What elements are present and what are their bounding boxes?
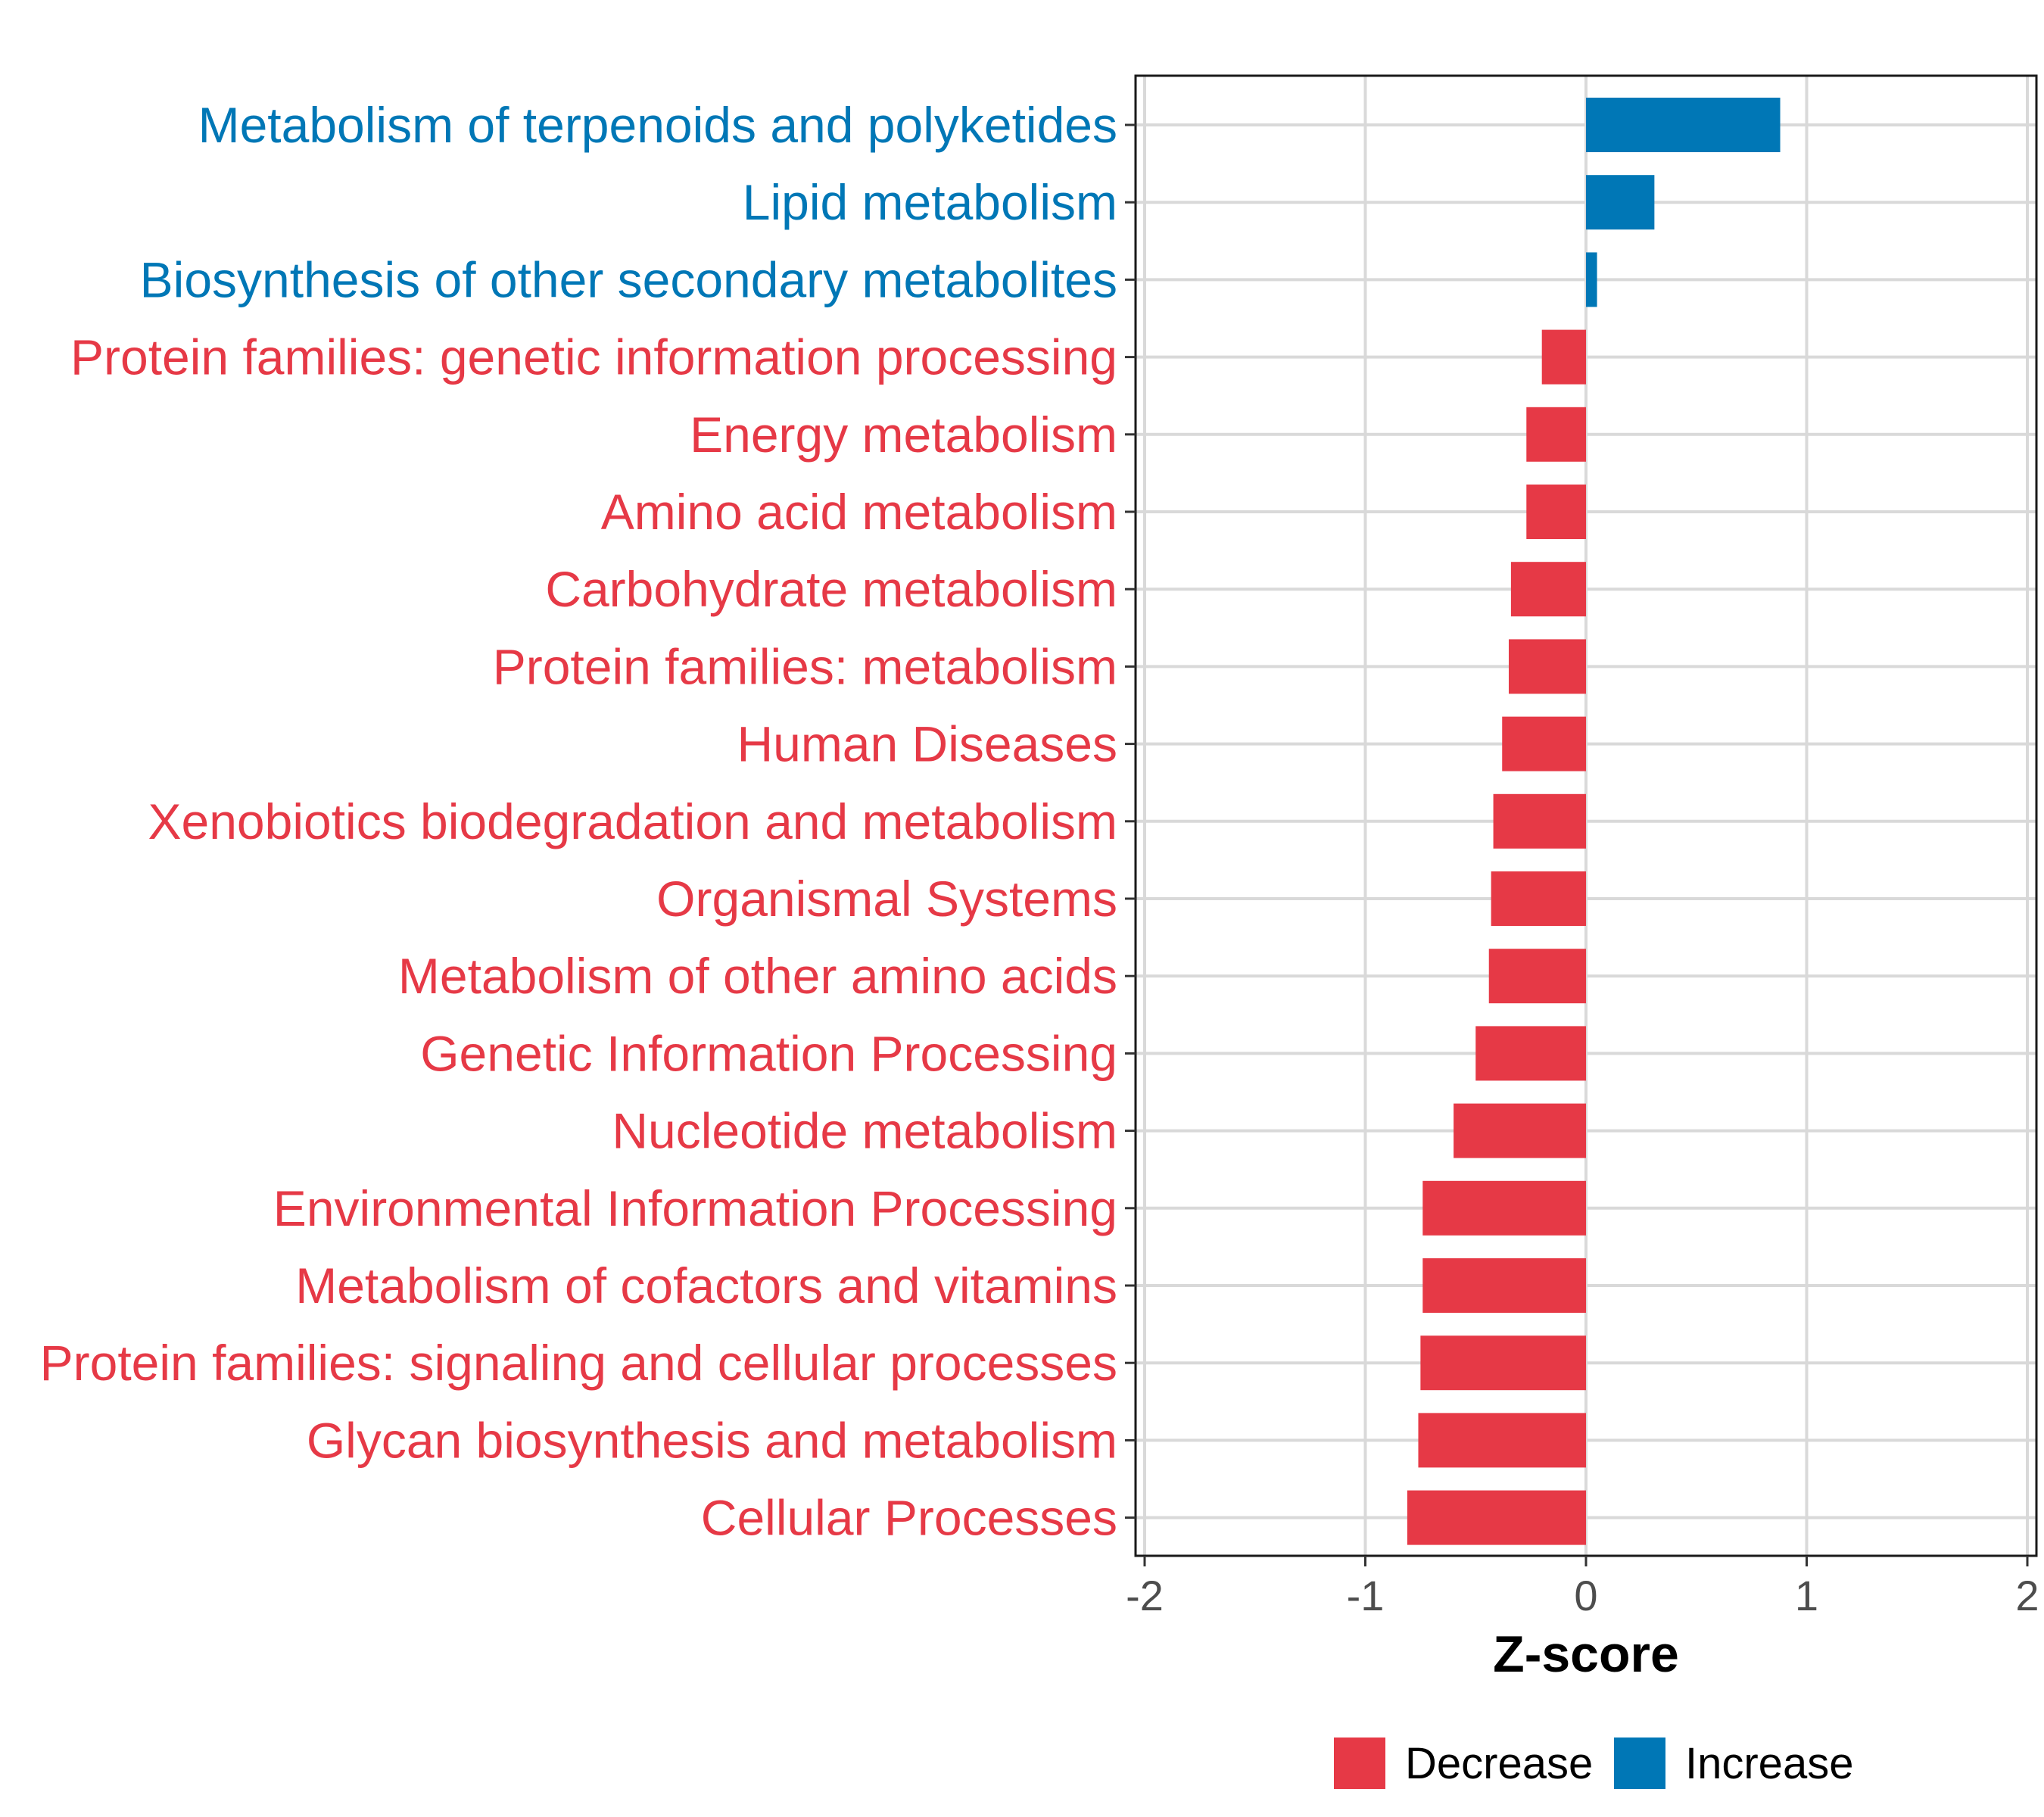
category-label: Protein families: signaling and cellular…: [40, 1335, 1117, 1391]
category-label: Metabolism of other amino acids: [398, 948, 1117, 1004]
legend-swatch: [1334, 1738, 1385, 1789]
bar: [1422, 1180, 1586, 1236]
bar: [1475, 1026, 1586, 1081]
category-label: Environmental Information Processing: [273, 1180, 1117, 1236]
bar: [1454, 1103, 1586, 1158]
bar: [1488, 949, 1586, 1004]
category-label: Nucleotide metabolism: [612, 1103, 1117, 1159]
x-axis-ticks: [1143, 1556, 2029, 1566]
category-label: Protein families: genetic information pr…: [70, 329, 1117, 385]
x-tick-label: 0: [1574, 1572, 1597, 1619]
category-label: Protein families: metabolism: [493, 638, 1117, 694]
category-label: Lipid metabolism: [743, 174, 1117, 230]
bar: [1526, 485, 1586, 539]
bar: [1510, 562, 1586, 617]
category-label: Cellular Processes: [701, 1490, 1117, 1546]
bar: [1586, 175, 1655, 230]
bar: [1493, 793, 1586, 849]
bar: [1586, 252, 1597, 307]
x-tick-label: 1: [1795, 1572, 1818, 1619]
category-label: Genetic Information Processing: [420, 1025, 1117, 1081]
legend-label: Increase: [1685, 1739, 1853, 1788]
bar: [1508, 639, 1586, 694]
bar: [1491, 871, 1586, 926]
bar: [1502, 716, 1586, 771]
legend-label: Decrease: [1405, 1739, 1593, 1788]
bar: [1407, 1490, 1586, 1545]
category-label: Glycan biosynthesis and metabolism: [307, 1412, 1117, 1468]
category-label: Organismal Systems: [656, 871, 1117, 927]
y-axis-labels: Metabolism of terpenoids and polyketides…: [40, 97, 1117, 1546]
category-label: Energy metabolism: [690, 407, 1117, 463]
bar: [1586, 98, 1781, 152]
x-tick-label: -2: [1126, 1572, 1164, 1619]
category-label: Metabolism of cofactors and vitamins: [295, 1258, 1117, 1314]
category-label: Xenobiotics biodegradation and metabolis…: [148, 793, 1118, 849]
category-label: Biosynthesis of other secondary metaboli…: [140, 251, 1117, 307]
category-label: Human Diseases: [737, 716, 1117, 772]
category-label: Metabolism of terpenoids and polyketides: [198, 97, 1117, 153]
bar: [1422, 1258, 1586, 1313]
bar: [1526, 407, 1586, 462]
category-label: Amino acid metabolism: [601, 484, 1117, 540]
bars: [1407, 98, 1781, 1545]
y-axis-ticks: [1125, 123, 1136, 1519]
x-tick-label: 2: [2015, 1572, 2039, 1619]
category-label: Carbohydrate metabolism: [545, 561, 1117, 617]
legend: Decrease Increase: [1334, 1738, 1853, 1789]
x-axis-labels: -2 -1 0 1 2: [1126, 1572, 2039, 1619]
bar: [1541, 329, 1586, 385]
legend-swatch: [1614, 1738, 1665, 1789]
bar: [1418, 1413, 1586, 1468]
x-tick-label: -1: [1347, 1572, 1385, 1619]
bar: [1420, 1335, 1586, 1391]
x-axis-title: Z-score: [1493, 1625, 1679, 1683]
